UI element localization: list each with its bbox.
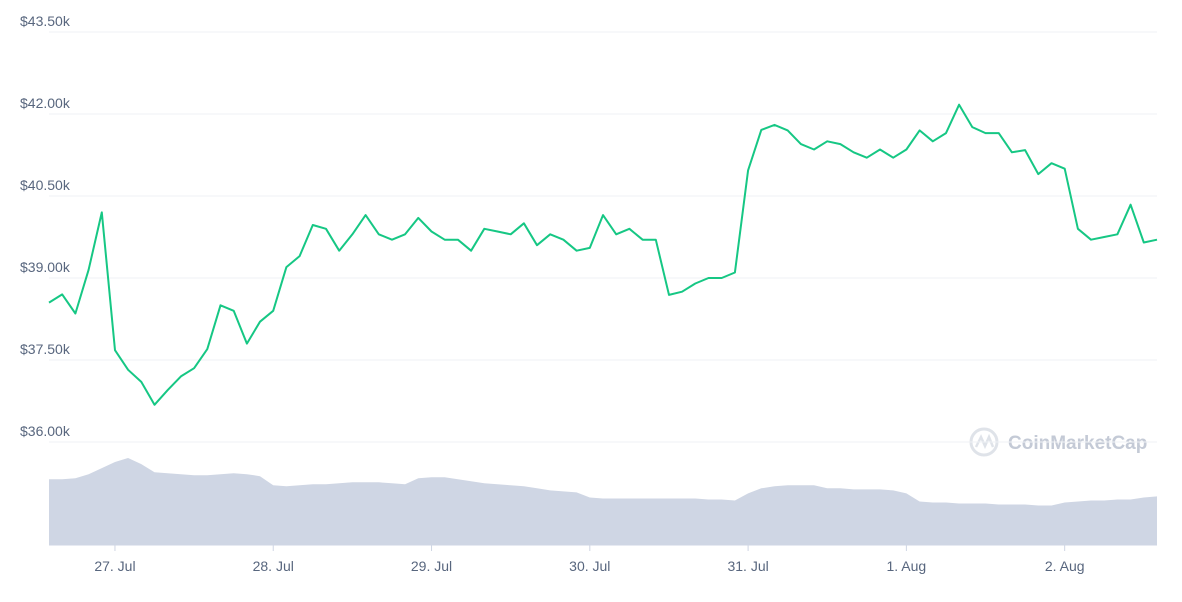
y-tick-label: $36.00k	[20, 423, 71, 439]
x-tick-label: 1. Aug	[887, 558, 927, 574]
y-tick-label: $37.50k	[20, 341, 71, 357]
x-tick-label: 29. Jul	[411, 558, 452, 574]
x-tick-label: 30. Jul	[569, 558, 610, 574]
x-tick-label: 28. Jul	[253, 558, 294, 574]
x-tick-label: 2. Aug	[1045, 558, 1085, 574]
x-tick-label: 27. Jul	[94, 558, 135, 574]
watermark: CoinMarketCap	[1008, 433, 1147, 454]
y-tick-label: $40.50k	[20, 177, 71, 193]
y-tick-label: $42.00k	[20, 95, 71, 111]
price-line	[48, 103, 1158, 406]
volume-area	[49, 458, 1157, 545]
y-tick-label: $43.50k	[20, 13, 71, 29]
y-tick-label: $39.00k	[20, 259, 71, 275]
x-tick-label: 31. Jul	[727, 558, 768, 574]
